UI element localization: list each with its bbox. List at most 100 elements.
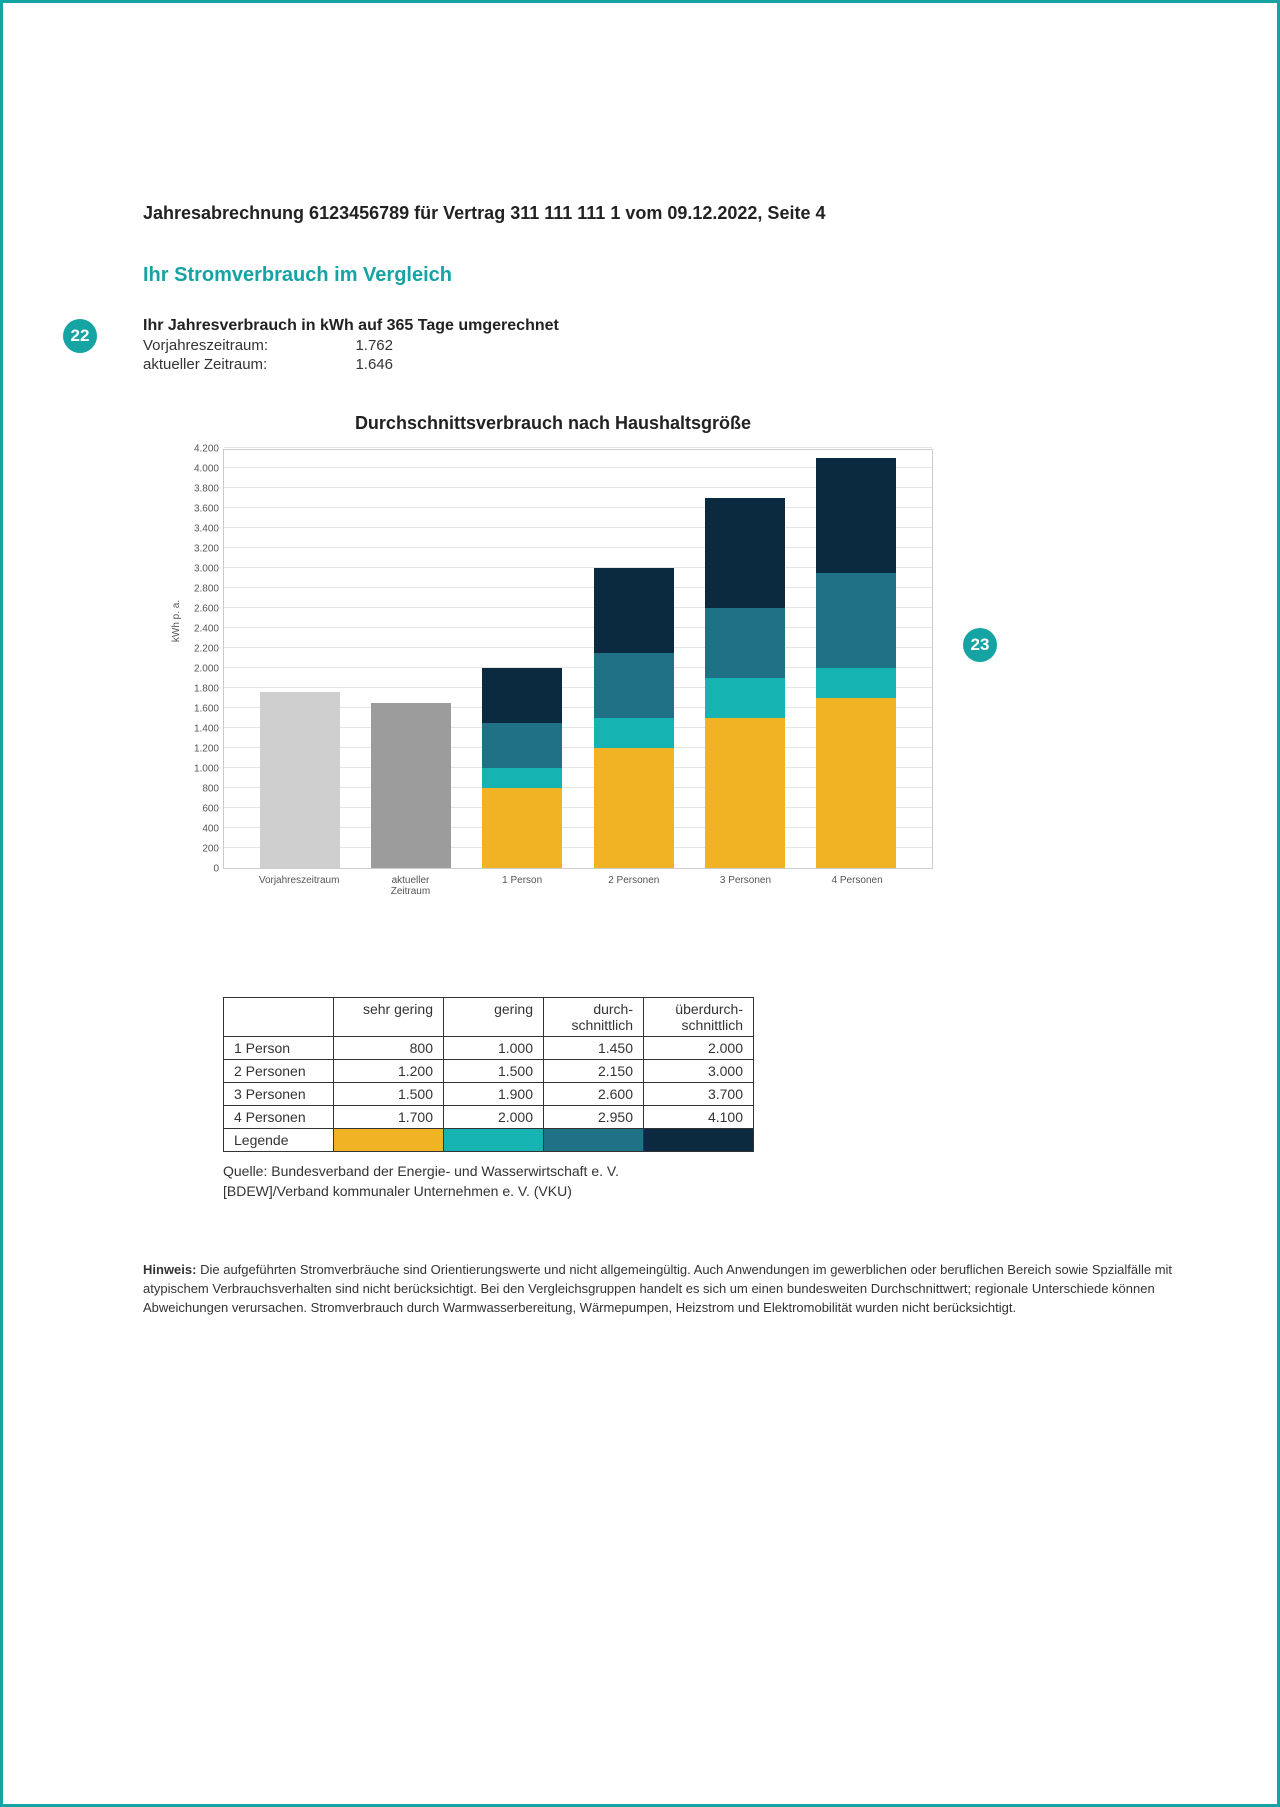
table-row: 1 Person8001.0001.4502.000 [224, 1037, 754, 1060]
bar-column [482, 668, 562, 868]
y-tick: 4.200 [194, 444, 219, 455]
legend-swatch [334, 1129, 444, 1152]
table-row: 2 Personen1.2001.5002.1503.000 [224, 1060, 754, 1083]
y-axis-label: kWh p. a. [171, 600, 182, 642]
y-tick: 3.000 [194, 564, 219, 575]
usage-prev-row: Vorjahreszeitraum: 1.762 [143, 337, 1177, 354]
plot-area [223, 449, 933, 869]
bar-segment [594, 748, 674, 868]
table-row: 4 Personen1.7002.0002.9504.100 [224, 1106, 754, 1129]
y-tick: 3.800 [194, 484, 219, 495]
section-heading: Ihr Stromverbrauch im Vergleich [143, 264, 1177, 287]
usage-curr-value: 1.646 [313, 356, 393, 373]
hinweis-text: Die aufgeführten Stromverbräuche sind Or… [143, 1262, 1172, 1315]
legend-row: Legende [224, 1129, 754, 1152]
table-header: sehr gering [334, 998, 444, 1037]
table-cell: 2.950 [544, 1106, 644, 1129]
bar-segment [816, 668, 896, 698]
table-cell: 4 Personen [224, 1106, 334, 1129]
bar-segment [705, 608, 785, 678]
table-header: durch-schnittlich [544, 998, 644, 1037]
y-tick: 2.800 [194, 584, 219, 595]
y-tick: 2.000 [194, 664, 219, 675]
table-header: überdurch-schnittlich [644, 998, 754, 1037]
hinweis-label: Hinweis: [143, 1262, 196, 1277]
y-tick: 3.200 [194, 544, 219, 555]
table-cell: 2.150 [544, 1060, 644, 1083]
bar-segment [482, 723, 562, 768]
table-cell: 1 Person [224, 1037, 334, 1060]
table-cell: 2.000 [644, 1037, 754, 1060]
bar-segment [482, 668, 562, 723]
usage-curr-label: aktueller Zeitraum: [143, 356, 313, 373]
bar-segment [705, 718, 785, 868]
table-cell: 2 Personen [224, 1060, 334, 1083]
y-tick: 3.400 [194, 524, 219, 535]
table-cell: 1.450 [544, 1037, 644, 1060]
x-axis: Vorjahreszeitraum aktueller Zeitraum 1 Per… [223, 869, 933, 897]
content-wrap: Jahresabrechnung 6123456789 für Vertrag … [143, 203, 1177, 1318]
y-tick: 2.200 [194, 644, 219, 655]
x-tick: aktueller Zeitraum [370, 875, 450, 897]
x-tick: 3 Personen [705, 875, 785, 897]
table-cell: 1.500 [444, 1060, 544, 1083]
y-tick: 400 [202, 824, 219, 835]
table-cell: 800 [334, 1037, 444, 1060]
y-tick: 2.600 [194, 604, 219, 615]
y-tick: 800 [202, 784, 219, 795]
x-tick: 2 Personen [594, 875, 674, 897]
bar-column [594, 568, 674, 868]
annotation-badge-23: 23 [963, 628, 997, 662]
bar-segment [705, 678, 785, 718]
table-header [224, 998, 334, 1037]
y-tick: 1.000 [194, 764, 219, 775]
comparison-table: sehr geringgeringdurch-schnittlichüberdu… [223, 997, 754, 1152]
bar-segment [705, 498, 785, 608]
table-cell: 2.000 [444, 1106, 544, 1129]
bar-segment [482, 788, 562, 868]
bar-column [260, 692, 340, 868]
bar-column [371, 703, 451, 868]
page-title: Jahresabrechnung 6123456789 für Vertrag … [143, 203, 1177, 224]
y-tick: 4.000 [194, 464, 219, 475]
bar-segment [371, 703, 451, 868]
x-tick: Vorjahreszeitraum [259, 875, 339, 897]
comparison-table-wrap: sehr geringgeringdurch-schnittlichüberdu… [223, 997, 1177, 1152]
chart-block: Durchschnittsverbrauch nach Haushaltsgrö… [173, 413, 1177, 897]
usage-prev-value: 1.762 [313, 337, 393, 354]
table-cell: 1.000 [444, 1037, 544, 1060]
usage-prev-label: Vorjahreszeitraum: [143, 337, 313, 354]
legend-swatch [444, 1129, 544, 1152]
y-tick: 1.200 [194, 744, 219, 755]
hinweis-block: Hinweis: Die aufgeführten Stromverbräuch… [143, 1261, 1177, 1318]
bar-column [816, 458, 896, 868]
sub-heading: Ihr Jahresverbrauch in kWh auf 365 Tage … [143, 317, 1177, 335]
y-axis: kWh p. a. 02004006008001.0001.2001.4001.… [173, 449, 223, 869]
chart-title: Durchschnittsverbrauch nach Haushaltsgrö… [173, 413, 933, 434]
bar-segment [482, 768, 562, 788]
x-tick: 4 Personen [817, 875, 897, 897]
y-tick: 2.400 [194, 624, 219, 635]
bar-segment [816, 458, 896, 573]
bars-container [224, 450, 932, 868]
chart-outer: kWh p. a. 02004006008001.0001.2001.4001.… [173, 449, 933, 869]
bar-segment [594, 718, 674, 748]
usage-curr-row: aktueller Zeitraum: 1.646 [143, 356, 1177, 373]
y-tick: 0 [213, 864, 219, 875]
y-tick: 200 [202, 844, 219, 855]
table-cell: 1.500 [334, 1083, 444, 1106]
y-tick: 1.400 [194, 724, 219, 735]
source-line2: [BDEW]/Verband kommunaler Unternehmen e.… [223, 1183, 572, 1199]
legend-swatch [544, 1129, 644, 1152]
bar-segment [260, 692, 340, 868]
table-cell: 1.200 [334, 1060, 444, 1083]
annotation-badge-22: 22 [63, 319, 97, 353]
bar-segment [594, 653, 674, 718]
source-line1: Quelle: Bundesverband der Energie- und W… [223, 1163, 619, 1179]
legend-swatch [644, 1129, 754, 1152]
table-cell: 3.000 [644, 1060, 754, 1083]
x-tick: 1 Person [482, 875, 562, 897]
bar-segment [816, 573, 896, 668]
table-cell: 4.100 [644, 1106, 754, 1129]
table-cell: 1.700 [334, 1106, 444, 1129]
